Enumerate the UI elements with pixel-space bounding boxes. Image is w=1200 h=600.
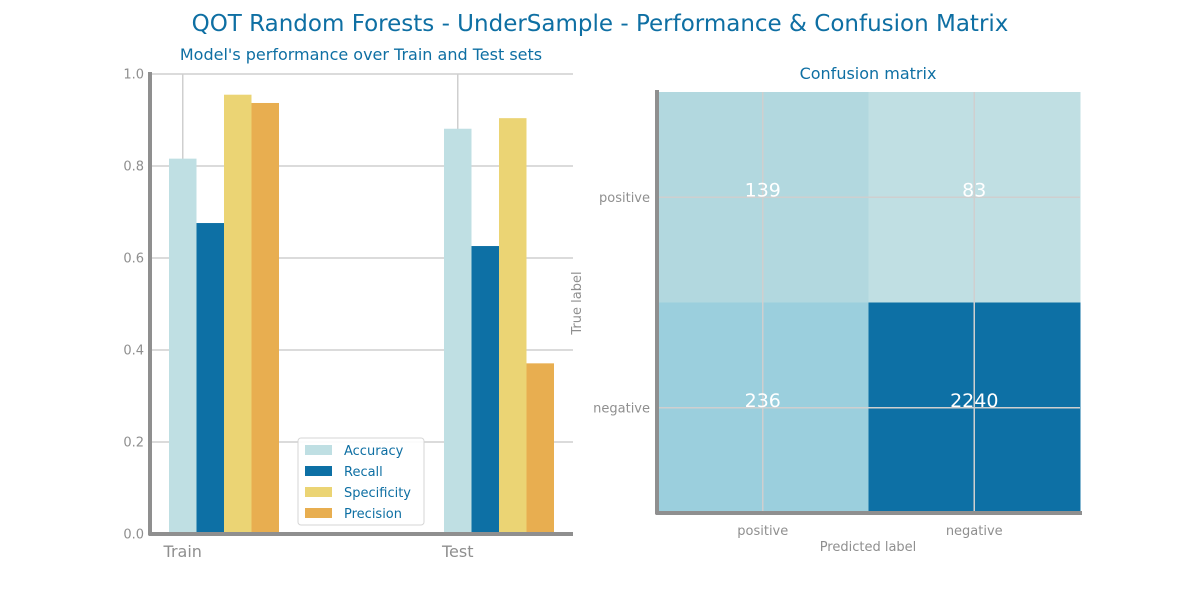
bar-y-tick-label: 0.8 bbox=[123, 160, 144, 175]
matrix-y-tick-label: positive bbox=[599, 191, 650, 206]
confusion-matrix-axes bbox=[655, 90, 1082, 515]
confusion-matrix-y-axis-label: True label bbox=[570, 271, 585, 335]
legend-label: Recall bbox=[344, 465, 383, 480]
bar-specificity bbox=[224, 94, 252, 534]
legend-swatch bbox=[305, 487, 332, 497]
bar-y-tick-label: 0.6 bbox=[123, 252, 144, 267]
confusion-matrix-tick-labels: positive negative positive negative bbox=[593, 191, 1003, 539]
bar-y-tick-label: 0.4 bbox=[123, 344, 144, 359]
bar-x-tick-label: Test bbox=[441, 542, 474, 561]
bar-recall bbox=[471, 246, 499, 535]
matrix-y-tick-label: negative bbox=[593, 401, 650, 416]
confusion-matrix-grid bbox=[657, 92, 1080, 513]
bar-accuracy bbox=[169, 158, 197, 534]
legend-label: Specificity bbox=[344, 486, 411, 501]
bar-x-tick-label: Train bbox=[163, 542, 202, 561]
bar-accuracy bbox=[444, 128, 472, 535]
bar-recall bbox=[196, 223, 224, 535]
confusion-matrix-values: 139 83 236 2240 bbox=[745, 179, 999, 412]
legend-swatch bbox=[305, 445, 332, 455]
bar-chart-title: Model's performance over Train and Test … bbox=[180, 45, 542, 64]
legend-label: Precision bbox=[344, 507, 402, 522]
legend-swatch bbox=[305, 466, 332, 476]
legend-swatch bbox=[305, 508, 332, 518]
matrix-x-tick-label: positive bbox=[737, 524, 788, 539]
figure-title: QOT Random Forests - UnderSample - Perfo… bbox=[192, 11, 1009, 37]
matrix-cell-value: 236 bbox=[745, 390, 781, 412]
confusion-matrix-cells bbox=[657, 92, 1081, 514]
bar-y-tick-label: 1.0 bbox=[123, 68, 144, 83]
legend-box bbox=[297, 437, 425, 526]
matrix-cell-value: 83 bbox=[962, 179, 986, 201]
matrix-cell-value: 139 bbox=[745, 179, 781, 201]
confusion-matrix: Confusion matrix 139 83 236 2240 positive ne… bbox=[570, 64, 1082, 555]
performance-bar-chart: Model's performance over Train and Test … bbox=[123, 45, 573, 561]
confusion-matrix-x-axis-label: Predicted label bbox=[820, 540, 917, 555]
bar-y-tick-label: 0.2 bbox=[123, 436, 144, 451]
bar-chart-tick-labels: 0.0 0.2 0.4 0.6 0.8 1.0 Train Test bbox=[123, 68, 473, 562]
matrix-x-tick-label: negative bbox=[946, 524, 1003, 539]
legend-label: Accuracy bbox=[344, 444, 404, 459]
bar-specificity bbox=[499, 118, 527, 534]
bar-precision bbox=[251, 102, 279, 534]
bar-chart-axes bbox=[148, 72, 573, 536]
bar-y-tick-label: 0.0 bbox=[123, 528, 144, 543]
bar-precision bbox=[526, 363, 554, 534]
bar-chart-legend: Accuracy Recall Specificity Precision bbox=[297, 437, 425, 526]
confusion-matrix-title: Confusion matrix bbox=[800, 64, 937, 83]
bar-chart-bars bbox=[169, 94, 554, 535]
matrix-cell-value: 2240 bbox=[950, 390, 998, 412]
